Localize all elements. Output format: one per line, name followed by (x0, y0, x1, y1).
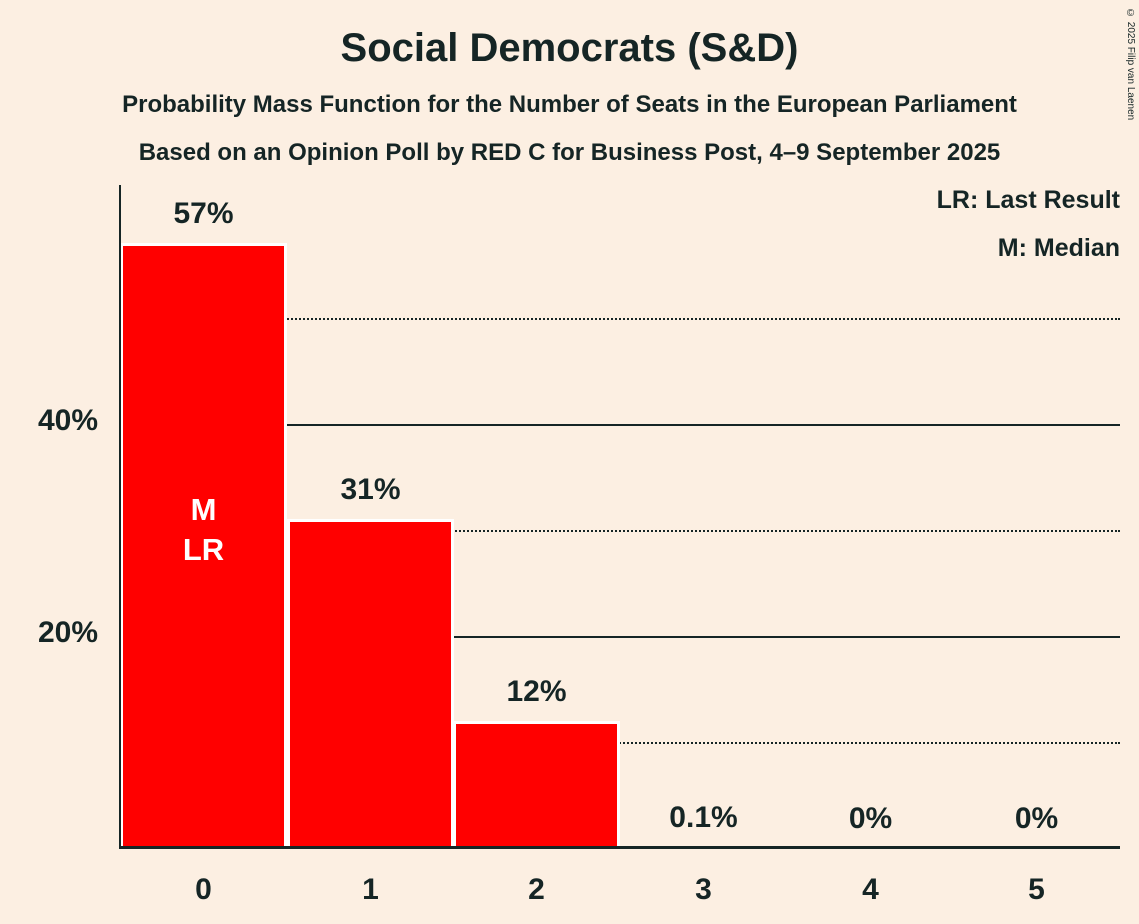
x-label-5: 5 (1028, 873, 1045, 906)
bar-value-label-0: 57% (173, 197, 234, 230)
dotted-gridline-50pct (120, 318, 1120, 320)
chart-title: Social Democrats (S&D) (340, 26, 799, 70)
copyright-notice: © 2025 Filip van Laenen (1125, 8, 1136, 121)
x-label-2: 2 (528, 873, 545, 906)
bar-0 (120, 243, 287, 848)
dotted-gridline-10pct (120, 742, 1120, 744)
bar-value-label-5: 0% (1014, 802, 1059, 835)
y-axis-tick-labels: 40% 20% (0, 185, 98, 848)
solid-gridline-20pct (120, 636, 1120, 638)
x-label-3: 3 (695, 873, 712, 906)
x-label-0: 0 (195, 873, 212, 906)
bar-annotation-line: M (190, 492, 217, 527)
bar-value-label-4: 0% (848, 802, 893, 835)
x-axis-line (119, 846, 1120, 849)
bar-value-label-1: 31% (340, 473, 401, 506)
chart-subtitle-line2: Based on an Opinion Poll by RED C for Bu… (138, 139, 1001, 166)
dotted-gridline-30pct (120, 530, 1120, 532)
y-axis-line (119, 185, 121, 849)
x-label-4: 4 (862, 873, 879, 906)
y-tick-20%: 20% (37, 616, 98, 649)
bar-annotation-line: LR (182, 532, 225, 567)
y-tick-40%: 40% (37, 404, 98, 437)
bar-value-label-2: 12% (506, 675, 567, 708)
plot-area: 57% 31% 12% 0.1% 0% 0% M LR (120, 185, 1120, 848)
x-label-1: 1 (362, 873, 379, 906)
chart-subtitle-line1: Probability Mass Function for the Number… (122, 91, 1017, 118)
solid-gridline-40pct (120, 424, 1120, 426)
bar-annotation-0: M LR (120, 490, 287, 570)
bar-2 (453, 721, 620, 848)
legend-last-result: LR: Last Result (936, 186, 1120, 214)
bar-value-label-3: 0.1% (669, 801, 738, 834)
x-axis-category-labels: 0 1 2 3 4 5 (120, 873, 1120, 913)
bar-1 (287, 519, 454, 848)
legend-median: M: Median (997, 234, 1120, 262)
